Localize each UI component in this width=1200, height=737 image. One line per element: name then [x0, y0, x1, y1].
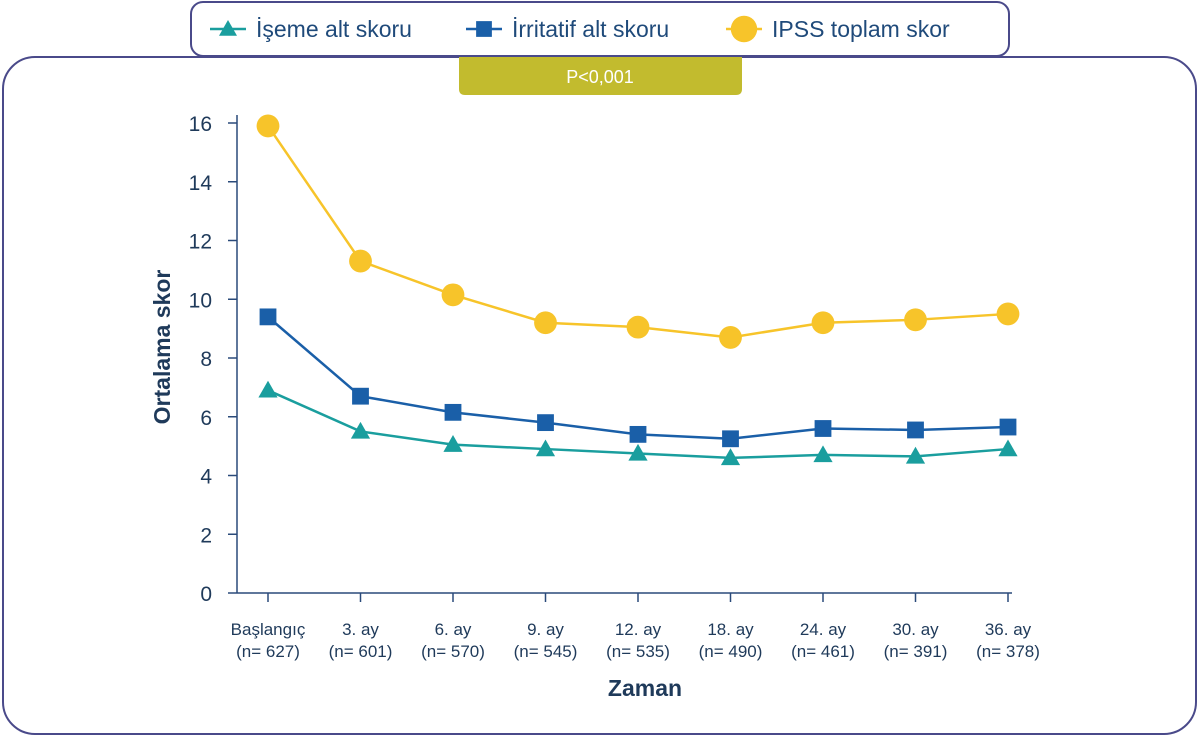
- x-tick-sample-size: (n= 545): [514, 642, 578, 661]
- x-tick-label: 12. ay: [615, 620, 662, 639]
- data-point: [905, 446, 926, 464]
- x-tick-label: 6. ay: [435, 620, 472, 639]
- y-tick-label: 6: [200, 407, 212, 430]
- x-tick-label: 18. ay: [707, 620, 754, 639]
- y-tick-label: 16: [189, 113, 212, 136]
- x-tick-label: 24. ay: [800, 620, 847, 639]
- data-point: [811, 311, 835, 335]
- data-point: [628, 443, 648, 461]
- x-tick-sample-size: (n= 490): [699, 642, 763, 661]
- x-tick-label: 3. ay: [342, 620, 379, 639]
- y-tick-label: 0: [200, 583, 212, 606]
- y-tick-label: 14: [189, 172, 213, 195]
- axes: 0 2 4 6 8 10 12 14 16 Başlangıç (n= 627) 3. ay (n= 6…: [189, 113, 1040, 661]
- data-point: [904, 308, 927, 332]
- data-point: [349, 249, 372, 273]
- y-tick-label: 2: [200, 524, 212, 547]
- x-tick-label: 36. ay: [985, 620, 1032, 639]
- x-tick-sample-size: (n= 391): [884, 642, 948, 661]
- data-point: [996, 302, 1020, 326]
- x-tick-label: 30. ay: [892, 620, 939, 639]
- p-value-badge-shape: [459, 57, 742, 95]
- y-tick-label: 12: [189, 231, 212, 254]
- data-point: [441, 283, 465, 307]
- legend-label: İrritatif alt skoru: [512, 16, 669, 42]
- data-point: [814, 420, 832, 437]
- x-tick-sample-size: (n= 461): [791, 642, 855, 661]
- series-1: [259, 308, 1017, 448]
- series-0: [258, 380, 1018, 466]
- x-axis-title: Zaman: [608, 675, 682, 701]
- x-tick-label: Başlangıç: [231, 620, 306, 639]
- y-tick-label: 8: [200, 348, 212, 371]
- data-point: [352, 387, 369, 405]
- legend-marker: [219, 20, 237, 36]
- legend-item-1: İrritatif alt skoru: [466, 16, 669, 42]
- data-point: [535, 439, 556, 457]
- data-point: [258, 380, 278, 398]
- data-point: [443, 435, 463, 452]
- legend-label: İşeme alt skoru: [256, 16, 412, 42]
- x-tick-sample-size: (n= 570): [421, 642, 485, 661]
- legend: İşeme alt skoru İrritatif alt skoru IPSS t…: [190, 1, 1010, 57]
- data-point: [813, 445, 833, 463]
- data-point: [350, 421, 371, 439]
- data-point: [722, 430, 739, 448]
- x-tick-sample-size: (n= 378): [976, 642, 1040, 661]
- legend-marker: [476, 21, 492, 37]
- data-point: [534, 311, 557, 335]
- data-point: [444, 403, 462, 421]
- data-point: [907, 421, 924, 439]
- data-point: [720, 448, 741, 466]
- legend-item-2: IPSS toplam skor: [726, 15, 950, 43]
- data-point: [256, 114, 280, 138]
- legend-item-0: İşeme alt skoru: [210, 16, 412, 42]
- data-point: [998, 439, 1018, 457]
- y-tick-label: 10: [189, 289, 212, 312]
- series-2: [256, 114, 1020, 349]
- x-tick-sample-size: (n= 601): [329, 642, 393, 661]
- x-tick-label: 9. ay: [527, 620, 564, 639]
- legend-label: IPSS toplam skor: [772, 16, 950, 42]
- data-point: [629, 425, 647, 443]
- legend-marker: [730, 15, 758, 43]
- x-tick-sample-size: (n= 627): [236, 642, 300, 661]
- p-value-badge: P<0,001: [459, 57, 742, 95]
- x-tick-sample-size: (n= 535): [606, 642, 670, 661]
- y-tick-label: 4: [200, 466, 212, 489]
- data-point: [626, 315, 650, 339]
- data-point: [719, 326, 742, 349]
- data-point: [999, 418, 1017, 436]
- data-point: [259, 308, 277, 326]
- data-point: [537, 414, 554, 432]
- p-value-text: P<0,001: [566, 67, 634, 87]
- series-layer: [256, 114, 1020, 466]
- y-axis-title: Ortalama skor: [149, 270, 175, 425]
- legend-frame: [190, 1, 1010, 57]
